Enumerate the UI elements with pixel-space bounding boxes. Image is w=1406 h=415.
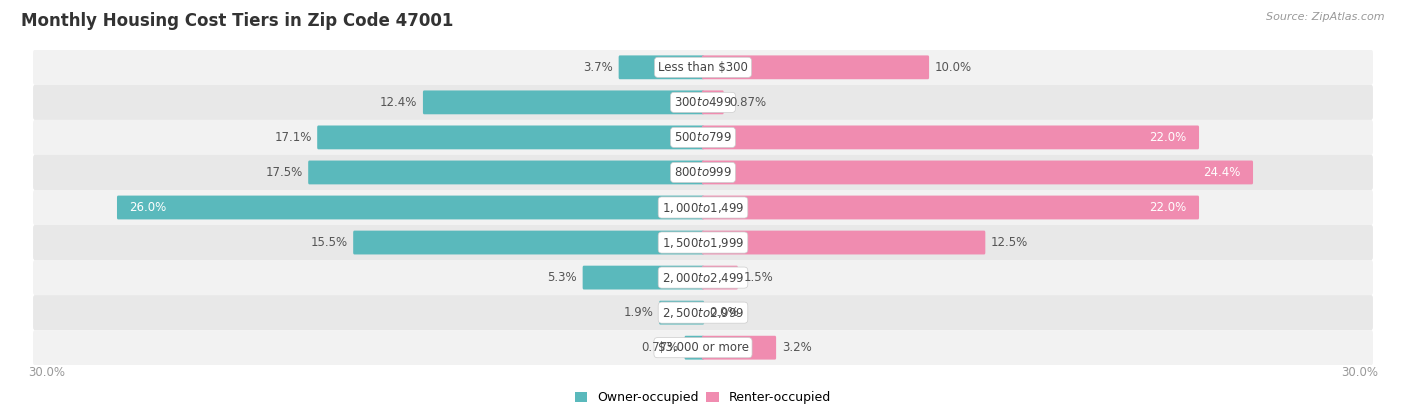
Text: Monthly Housing Cost Tiers in Zip Code 47001: Monthly Housing Cost Tiers in Zip Code 4… xyxy=(21,12,454,30)
FancyBboxPatch shape xyxy=(34,260,1372,295)
Text: $1,500 to $1,999: $1,500 to $1,999 xyxy=(662,236,744,249)
Text: 10.0%: 10.0% xyxy=(935,61,972,74)
Text: 0.87%: 0.87% xyxy=(730,96,766,109)
FancyBboxPatch shape xyxy=(702,125,1199,149)
FancyBboxPatch shape xyxy=(702,56,929,79)
Text: $300 to $499: $300 to $499 xyxy=(673,96,733,109)
Text: $800 to $999: $800 to $999 xyxy=(673,166,733,179)
Text: 0.0%: 0.0% xyxy=(710,306,740,319)
FancyBboxPatch shape xyxy=(582,266,704,290)
FancyBboxPatch shape xyxy=(702,90,724,114)
FancyBboxPatch shape xyxy=(702,231,986,254)
Text: 5.3%: 5.3% xyxy=(547,271,576,284)
Text: $2,000 to $2,499: $2,000 to $2,499 xyxy=(662,271,744,285)
Text: 22.0%: 22.0% xyxy=(1150,201,1187,214)
Text: 3.2%: 3.2% xyxy=(782,341,811,354)
Text: 17.5%: 17.5% xyxy=(266,166,302,179)
Text: 17.1%: 17.1% xyxy=(274,131,312,144)
Legend: Owner-occupied, Renter-occupied: Owner-occupied, Renter-occupied xyxy=(569,386,837,410)
FancyBboxPatch shape xyxy=(423,90,704,114)
FancyBboxPatch shape xyxy=(308,161,704,184)
Text: 0.77%: 0.77% xyxy=(641,341,679,354)
FancyBboxPatch shape xyxy=(659,301,704,325)
Text: 22.0%: 22.0% xyxy=(1150,131,1187,144)
Text: 15.5%: 15.5% xyxy=(311,236,347,249)
Text: 30.0%: 30.0% xyxy=(28,366,65,379)
FancyBboxPatch shape xyxy=(34,85,1372,120)
FancyBboxPatch shape xyxy=(34,225,1372,260)
Text: 1.5%: 1.5% xyxy=(744,271,773,284)
FancyBboxPatch shape xyxy=(117,195,704,220)
FancyBboxPatch shape xyxy=(34,295,1372,330)
Text: 30.0%: 30.0% xyxy=(1341,366,1378,379)
FancyBboxPatch shape xyxy=(34,120,1372,155)
FancyBboxPatch shape xyxy=(702,266,738,290)
Text: $2,500 to $2,999: $2,500 to $2,999 xyxy=(662,305,744,320)
Text: 24.4%: 24.4% xyxy=(1204,166,1240,179)
FancyBboxPatch shape xyxy=(619,56,704,79)
FancyBboxPatch shape xyxy=(34,190,1372,225)
FancyBboxPatch shape xyxy=(318,125,704,149)
Text: Source: ZipAtlas.com: Source: ZipAtlas.com xyxy=(1267,12,1385,22)
FancyBboxPatch shape xyxy=(702,161,1253,184)
FancyBboxPatch shape xyxy=(34,330,1372,365)
Text: 12.5%: 12.5% xyxy=(991,236,1028,249)
Text: $1,000 to $1,499: $1,000 to $1,499 xyxy=(662,200,744,215)
FancyBboxPatch shape xyxy=(34,50,1372,85)
Text: $500 to $799: $500 to $799 xyxy=(673,131,733,144)
Text: $3,000 or more: $3,000 or more xyxy=(658,341,748,354)
FancyBboxPatch shape xyxy=(702,336,776,359)
Text: 26.0%: 26.0% xyxy=(129,201,166,214)
Text: 1.9%: 1.9% xyxy=(624,306,654,319)
Text: 12.4%: 12.4% xyxy=(380,96,418,109)
Text: Less than $300: Less than $300 xyxy=(658,61,748,74)
FancyBboxPatch shape xyxy=(353,231,704,254)
FancyBboxPatch shape xyxy=(702,195,1199,220)
FancyBboxPatch shape xyxy=(685,336,704,359)
FancyBboxPatch shape xyxy=(34,155,1372,190)
Text: 3.7%: 3.7% xyxy=(583,61,613,74)
